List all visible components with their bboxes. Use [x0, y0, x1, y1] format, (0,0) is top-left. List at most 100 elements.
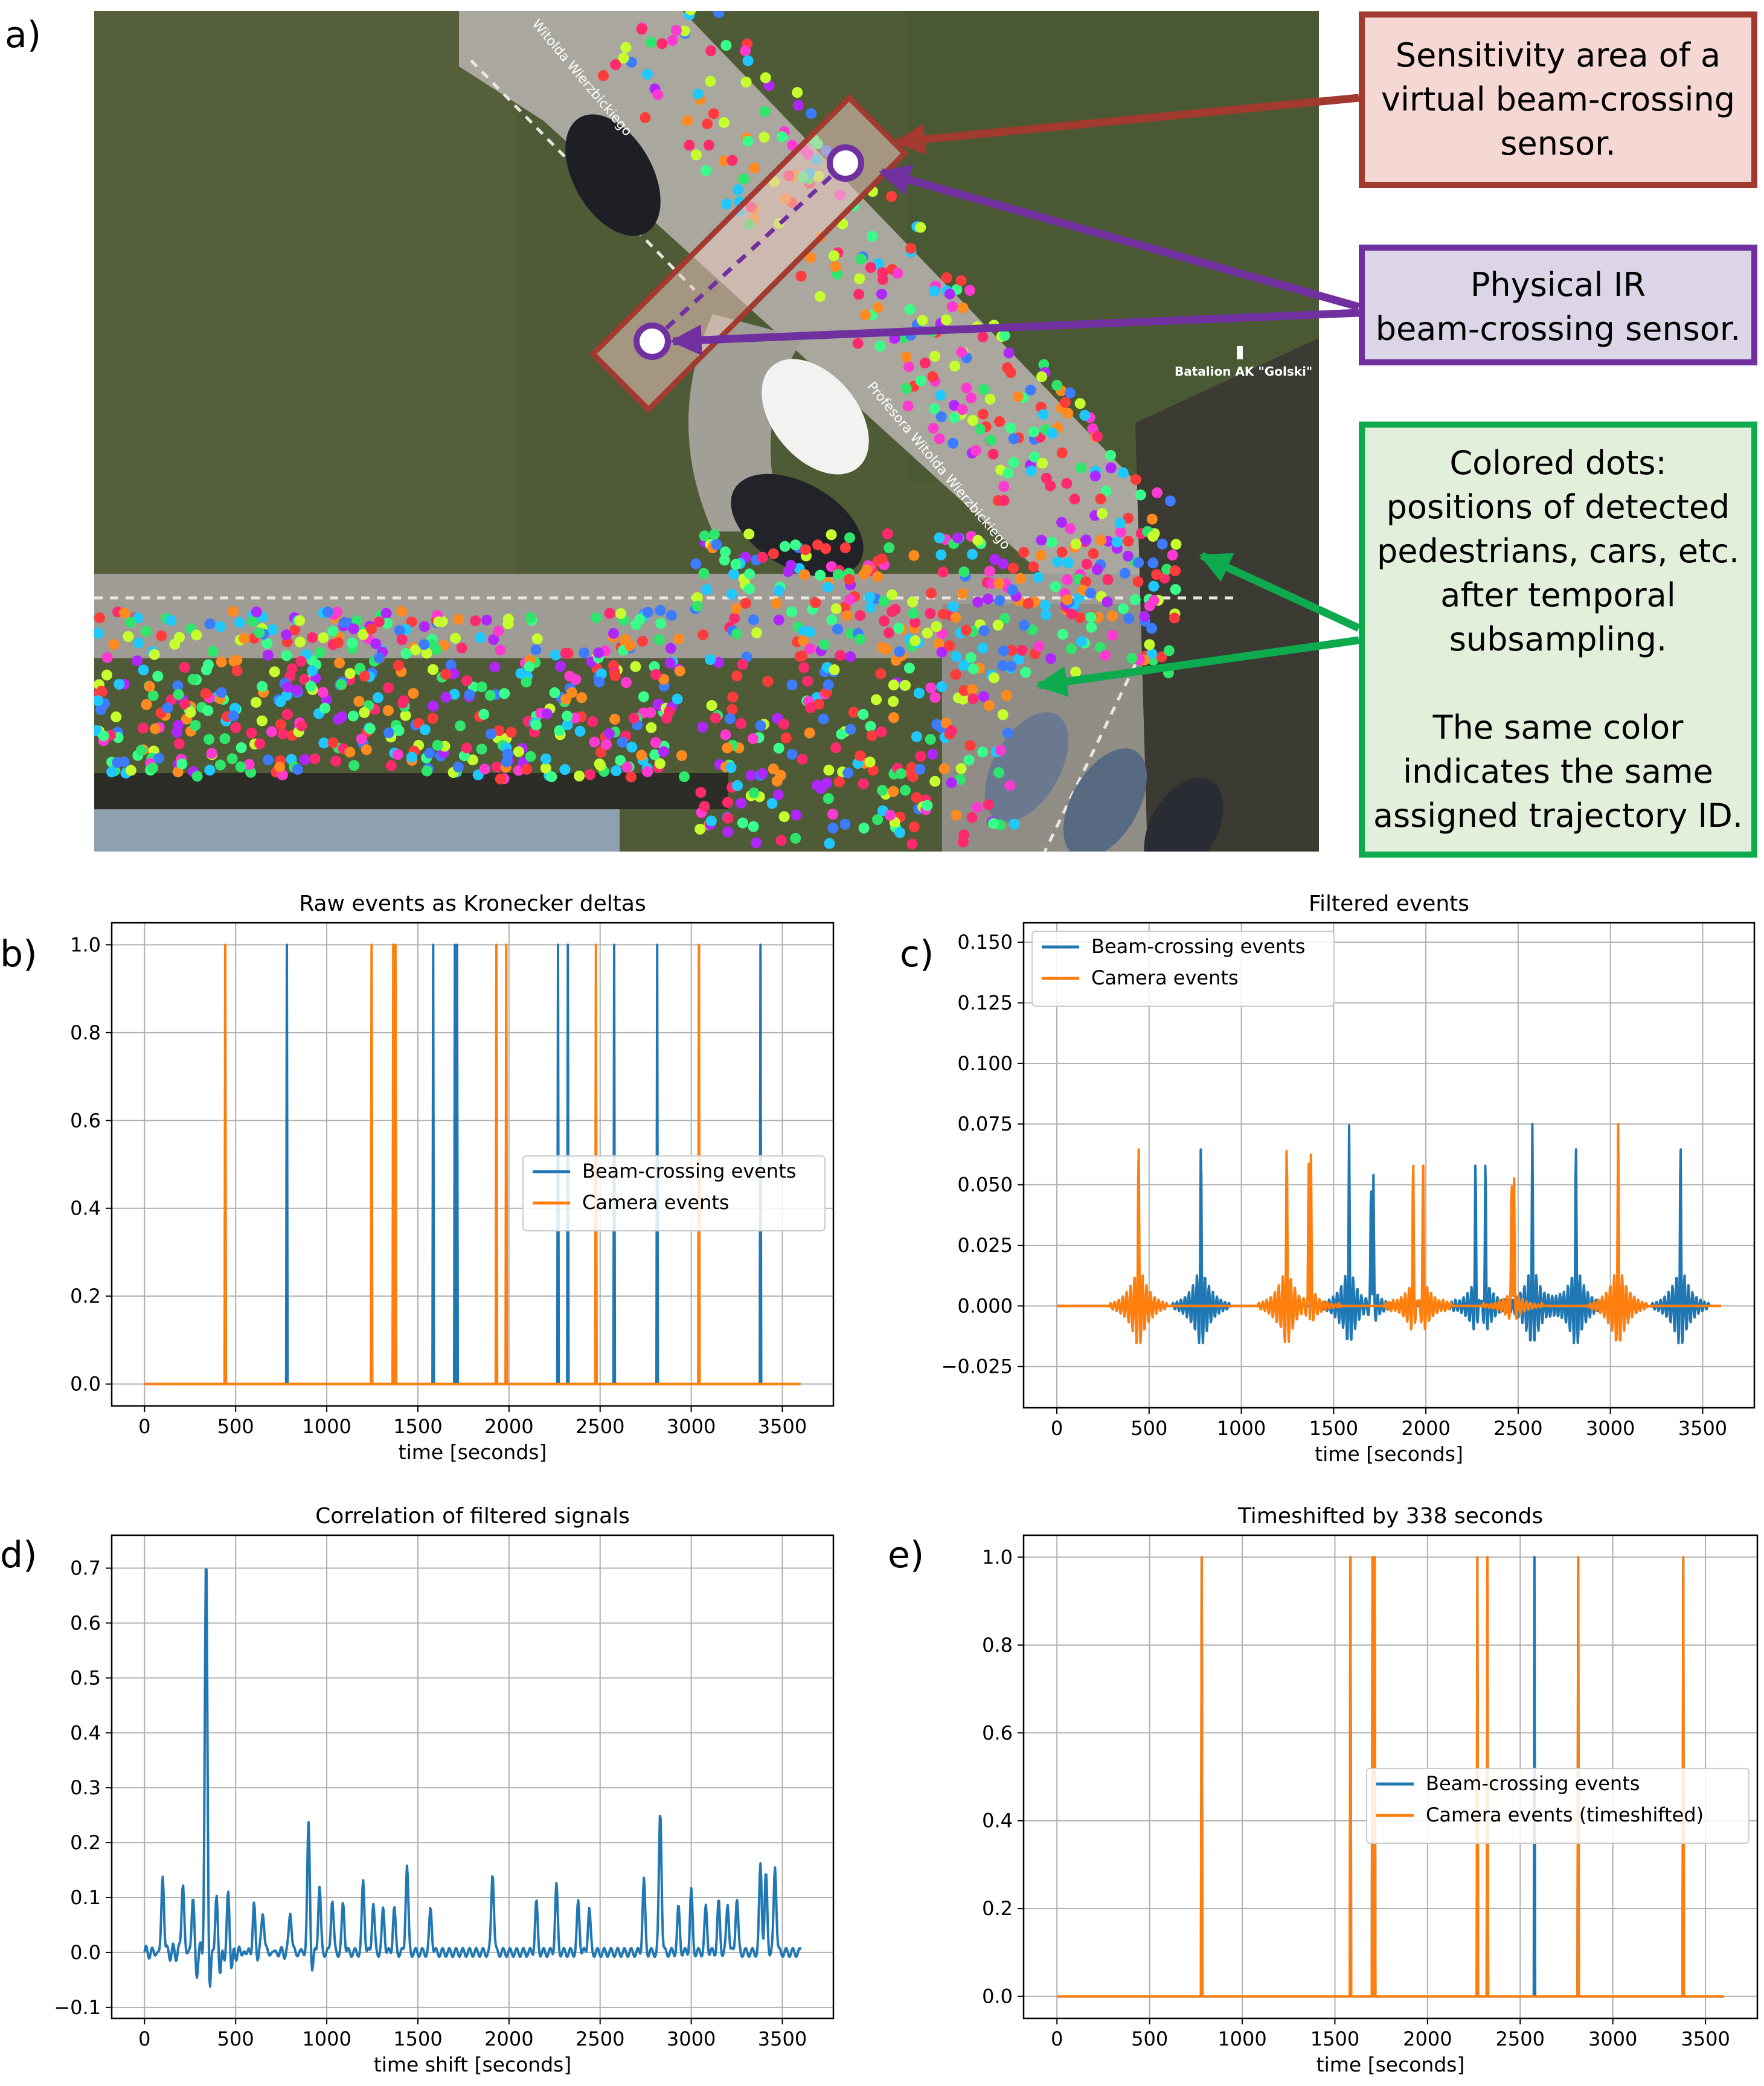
- x-axis-label: time shift [seconds]: [374, 2053, 571, 2076]
- y-tick-label: 0.125: [957, 991, 1013, 1014]
- trajectory-dot-987: [725, 762, 737, 774]
- trajectory-dot-51: [94, 627, 104, 639]
- callout-sensitivity-line-2: virtual beam-crossing: [1381, 80, 1735, 118]
- trajectory-dot-986: [946, 777, 957, 789]
- trajectory-dot-887: [963, 754, 975, 766]
- trajectory-dot-858: [997, 709, 1009, 720]
- trajectory-dot-1163: [915, 375, 926, 387]
- trajectory-dot-578: [731, 670, 743, 682]
- x-tick-label: 2000: [1403, 2027, 1452, 2050]
- trajectory-dot-738: [1146, 648, 1158, 659]
- trajectory-dot-1160: [928, 286, 940, 297]
- trajectory-dot-1143: [740, 45, 751, 57]
- trajectory-dot-814: [876, 641, 888, 653]
- trajectory-dot-1215: [967, 415, 978, 426]
- trajectory-dot-756: [855, 610, 866, 621]
- trajectory-dot-410: [299, 754, 310, 765]
- trajectory-dot-313: [495, 644, 506, 656]
- trajectory-dot-924: [922, 800, 933, 811]
- trajectory-dot-508: [521, 763, 533, 775]
- trajectory-dot-486: [559, 764, 571, 775]
- trajectory-dot-646: [1106, 611, 1118, 622]
- trajectory-dot-1225: [636, 24, 647, 35]
- trajectory-dot-1123: [1051, 380, 1063, 391]
- trajectory-dot-633: [826, 529, 837, 541]
- trajectory-dot-302: [172, 766, 184, 778]
- trajectory-dot-244: [309, 753, 321, 765]
- trajectory-dot-733: [960, 624, 972, 636]
- trajectory-dot-259: [549, 687, 560, 698]
- legend-box: [1366, 1768, 1750, 1844]
- legend: Beam-crossing events Camera events: [522, 1155, 826, 1231]
- y-tick-label: 0.8: [982, 1634, 1013, 1657]
- trajectory-dot-517: [370, 638, 382, 649]
- panel-label-c: c): [900, 933, 934, 975]
- trajectory-dot-564: [950, 612, 961, 623]
- trajectory-dot-586: [830, 603, 842, 614]
- trajectory-dot-1251: [1070, 538, 1082, 550]
- trajectory-dot-782: [785, 560, 797, 571]
- trajectory-dot-522: [826, 614, 838, 626]
- chart-d-correlation: 0 500 1000 1500 2000 2500 3000 3500 −0.1 0.0 0.1 0.…: [54, 1504, 835, 2076]
- trajectory-dot-569: [1074, 612, 1086, 623]
- trajectory-dot-1190: [902, 400, 914, 412]
- series-line-camera-events-timeshifted-: [1057, 1556, 1724, 1998]
- trajectory-dot-395: [226, 753, 238, 765]
- trajectory-dot-342: [108, 639, 120, 650]
- trajectory-dot-998: [722, 812, 734, 824]
- trajectory-dot-961: [983, 700, 995, 711]
- trajectory-dot-472: [611, 765, 622, 777]
- trajectory-dot-818: [1151, 569, 1163, 580]
- x-tick-label: 1000: [302, 2027, 351, 2050]
- trajectory-dot-445: [144, 681, 155, 692]
- trajectory-dot-135: [190, 720, 201, 731]
- trajectory-dot-301: [540, 753, 551, 765]
- callout-dots-line-2: positions of detected: [1387, 488, 1730, 526]
- trajectory-dot-346: [464, 689, 475, 701]
- trajectory-dot-808: [992, 620, 1004, 631]
- trajectory-dot-902: [972, 801, 983, 813]
- trajectory-dot-982: [1001, 690, 1012, 701]
- trajectory-dot-720: [1005, 661, 1017, 672]
- trajectory-dot-608: [798, 662, 810, 673]
- trajectory-dot-641: [997, 660, 1009, 672]
- trajectory-dot-169: [214, 621, 226, 632]
- trajectory-dot-512: [456, 643, 467, 654]
- trajectory-dot-466: [393, 659, 404, 671]
- trajectory-dot-27: [467, 754, 478, 766]
- trajectory-dot-1035: [852, 338, 864, 349]
- trajectory-dot-552: [719, 554, 730, 566]
- x-tick-label: 1000: [1217, 2027, 1266, 2050]
- trajectory-dot-1195: [853, 289, 865, 300]
- trajectory-dot-1249: [867, 231, 878, 242]
- trajectory-dot-714: [1147, 557, 1159, 569]
- arrow-ir-bottom: [670, 309, 1359, 356]
- trajectory-dot-676: [797, 635, 809, 646]
- x-tick-label: 1000: [1217, 1417, 1266, 1440]
- trajectory-dot-140: [499, 688, 510, 699]
- trajectory-dot-929: [736, 797, 747, 809]
- trajectory-dot-441: [94, 612, 105, 623]
- y-tick-label: 0.6: [70, 1611, 101, 1634]
- trajectory-dot-1121: [987, 448, 999, 460]
- trajectory-dot-489: [478, 708, 490, 720]
- trajectory-dot-1259: [886, 191, 897, 202]
- trajectory-dot-286: [281, 650, 292, 661]
- trajectory-dot-1194: [919, 358, 931, 369]
- trajectory-dot-965: [946, 725, 957, 736]
- trajectory-dot-1229: [1038, 409, 1049, 420]
- trajectory-dot-806: [908, 608, 919, 619]
- x-tick-label: 2500: [1496, 2027, 1545, 2050]
- trajectory-dot-539: [883, 627, 894, 638]
- trajectory-dot-642: [708, 529, 720, 541]
- trajectory-dot-247: [396, 606, 408, 617]
- x-tick-label: 500: [217, 2027, 254, 2050]
- trajectory-dot-956: [877, 785, 888, 796]
- y-tick-label: 0.4: [70, 1197, 101, 1220]
- legend: Beam-crossing events Camera events: [1031, 931, 1335, 1007]
- trajectory-dot-940: [833, 776, 845, 788]
- trajectory-dot-663: [699, 530, 710, 542]
- trajectory-dot-684: [790, 539, 801, 551]
- trajectory-dot-63: [277, 728, 289, 740]
- trajectory-dot-316: [440, 669, 452, 680]
